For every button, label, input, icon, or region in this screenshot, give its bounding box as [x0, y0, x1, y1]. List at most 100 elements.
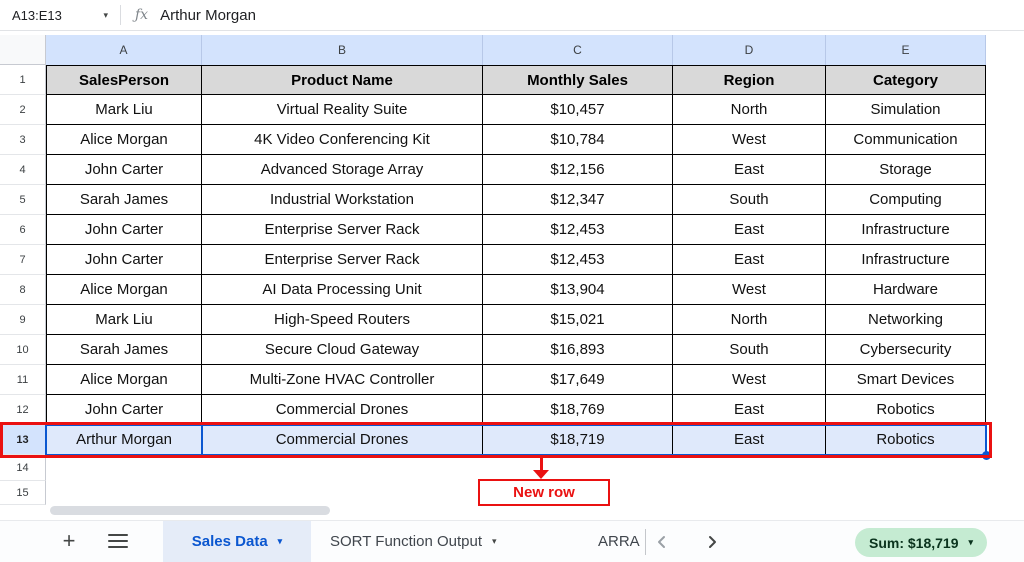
column-header-B[interactable]: B — [202, 35, 483, 65]
cell-D12[interactable]: East — [673, 395, 826, 425]
row-header-15[interactable]: 15 — [0, 481, 46, 505]
cell-B1[interactable]: Product Name — [202, 65, 483, 95]
cell-B7[interactable]: Enterprise Server Rack — [202, 245, 483, 275]
tab-dropdown-icon[interactable]: ▾ — [492, 536, 497, 546]
tab-sort-function-output[interactable]: SORT Function Output ▾ — [330, 521, 497, 562]
cell-B8[interactable]: AI Data Processing Unit — [202, 275, 483, 305]
cell-D2[interactable]: North — [673, 95, 826, 125]
sum-badge-dropdown-icon[interactable]: ▾ — [968, 537, 974, 547]
cell-B13[interactable]: Commercial Drones — [202, 425, 483, 455]
cell-C13[interactable]: $18,719 — [483, 425, 673, 455]
cell-B12[interactable]: Commercial Drones — [202, 395, 483, 425]
cell-A12[interactable]: John Carter — [46, 395, 202, 425]
cell-B11[interactable]: Multi-Zone HVAC Controller — [202, 365, 483, 395]
cell-B5[interactable]: Industrial Workstation — [202, 185, 483, 215]
row-header-11[interactable]: 11 — [0, 365, 46, 395]
row-header-3[interactable]: 3 — [0, 125, 46, 155]
cell-D3[interactable]: West — [673, 125, 826, 155]
cell-D8[interactable]: West — [673, 275, 826, 305]
cell-A7[interactable]: John Carter — [46, 245, 202, 275]
row-header-1[interactable]: 1 — [0, 65, 46, 95]
cell-A11[interactable]: Alice Morgan — [46, 365, 202, 395]
empty-cell-area[interactable] — [46, 455, 986, 481]
cell-D9[interactable]: North — [673, 305, 826, 335]
column-header-A[interactable]: A — [46, 35, 202, 65]
column-header-E[interactable]: E — [826, 35, 986, 65]
fill-handle[interactable] — [982, 451, 991, 460]
row-header-8[interactable]: 8 — [0, 275, 46, 305]
cell-A6[interactable]: John Carter — [46, 215, 202, 245]
cell-D13[interactable]: East — [673, 425, 826, 455]
row-header-12[interactable]: 12 — [0, 395, 46, 425]
next-sheets-chevron-icon[interactable] — [703, 533, 721, 551]
cell-A10[interactable]: Sarah James — [46, 335, 202, 365]
row-header-9[interactable]: 9 — [0, 305, 46, 335]
all-sheets-menu-icon[interactable] — [108, 534, 128, 552]
cell-E13[interactable]: Robotics — [826, 425, 986, 455]
cell-A4[interactable]: John Carter — [46, 155, 202, 185]
cell-E5[interactable]: Computing — [826, 185, 986, 215]
cell-E11[interactable]: Smart Devices — [826, 365, 986, 395]
cell-A2[interactable]: Mark Liu — [46, 95, 202, 125]
tab-array-truncated[interactable]: ARRA — [598, 521, 643, 562]
cell-B9[interactable]: High-Speed Routers — [202, 305, 483, 335]
row-header-2[interactable]: 2 — [0, 95, 46, 125]
cell-C2[interactable]: $10,457 — [483, 95, 673, 125]
cell-B4[interactable]: Advanced Storage Array — [202, 155, 483, 185]
row-header-14[interactable]: 14 — [0, 455, 46, 481]
row-header-13[interactable]: 13 — [0, 425, 46, 455]
add-sheet-button[interactable]: + — [62, 528, 76, 553]
row-header-6[interactable]: 6 — [0, 215, 46, 245]
name-box-dropdown-icon[interactable]: ▾ — [103, 9, 108, 20]
cell-D4[interactable]: East — [673, 155, 826, 185]
cell-E3[interactable]: Communication — [826, 125, 986, 155]
cell-C4[interactable]: $12,156 — [483, 155, 673, 185]
cell-C10[interactable]: $16,893 — [483, 335, 673, 365]
cell-D5[interactable]: South — [673, 185, 826, 215]
cell-C1[interactable]: Monthly Sales — [483, 65, 673, 95]
cell-E1[interactable]: Category — [826, 65, 986, 95]
cell-A13[interactable]: Arthur Morgan — [46, 425, 202, 455]
column-header-C[interactable]: C — [483, 35, 673, 65]
cell-D10[interactable]: South — [673, 335, 826, 365]
row-header-4[interactable]: 4 — [0, 155, 46, 185]
cell-E7[interactable]: Infrastructure — [826, 245, 986, 275]
cell-C5[interactable]: $12,347 — [483, 185, 673, 215]
cell-C12[interactable]: $18,769 — [483, 395, 673, 425]
cell-C11[interactable]: $17,649 — [483, 365, 673, 395]
cell-E9[interactable]: Networking — [826, 305, 986, 335]
cell-D7[interactable]: East — [673, 245, 826, 275]
cell-B6[interactable]: Enterprise Server Rack — [202, 215, 483, 245]
cell-C8[interactable]: $13,904 — [483, 275, 673, 305]
select-all-corner[interactable] — [0, 35, 46, 65]
cell-A8[interactable]: Alice Morgan — [46, 275, 202, 305]
name-box[interactable]: A13:E13 ▾ — [0, 8, 118, 23]
cell-D1[interactable]: Region — [673, 65, 826, 95]
empty-cell-area[interactable] — [46, 481, 986, 505]
prev-sheets-chevron-icon[interactable] — [653, 533, 671, 551]
row-header-5[interactable]: 5 — [0, 185, 46, 215]
cell-A9[interactable]: Mark Liu — [46, 305, 202, 335]
formula-input[interactable]: Arthur Morgan — [160, 6, 256, 24]
cell-A5[interactable]: Sarah James — [46, 185, 202, 215]
cell-C6[interactable]: $12,453 — [483, 215, 673, 245]
cell-C9[interactable]: $15,021 — [483, 305, 673, 335]
cell-C3[interactable]: $10,784 — [483, 125, 673, 155]
horizontal-scrollbar[interactable] — [50, 506, 330, 515]
column-header-D[interactable]: D — [673, 35, 826, 65]
cell-B3[interactable]: 4K Video Conferencing Kit — [202, 125, 483, 155]
cell-E2[interactable]: Simulation — [826, 95, 986, 125]
cell-E8[interactable]: Hardware — [826, 275, 986, 305]
row-header-10[interactable]: 10 — [0, 335, 46, 365]
cell-A3[interactable]: Alice Morgan — [46, 125, 202, 155]
tab-sales-data[interactable]: Sales Data ▾ — [163, 521, 311, 562]
row-header-7[interactable]: 7 — [0, 245, 46, 275]
cell-E10[interactable]: Cybersecurity — [826, 335, 986, 365]
cell-B2[interactable]: Virtual Reality Suite — [202, 95, 483, 125]
cell-A1[interactable]: SalesPerson — [46, 65, 202, 95]
cell-D6[interactable]: East — [673, 215, 826, 245]
cell-C7[interactable]: $12,453 — [483, 245, 673, 275]
sum-badge[interactable]: Sum: $18,719 ▾ — [855, 528, 988, 557]
cell-D11[interactable]: West — [673, 365, 826, 395]
cell-E4[interactable]: Storage — [826, 155, 986, 185]
